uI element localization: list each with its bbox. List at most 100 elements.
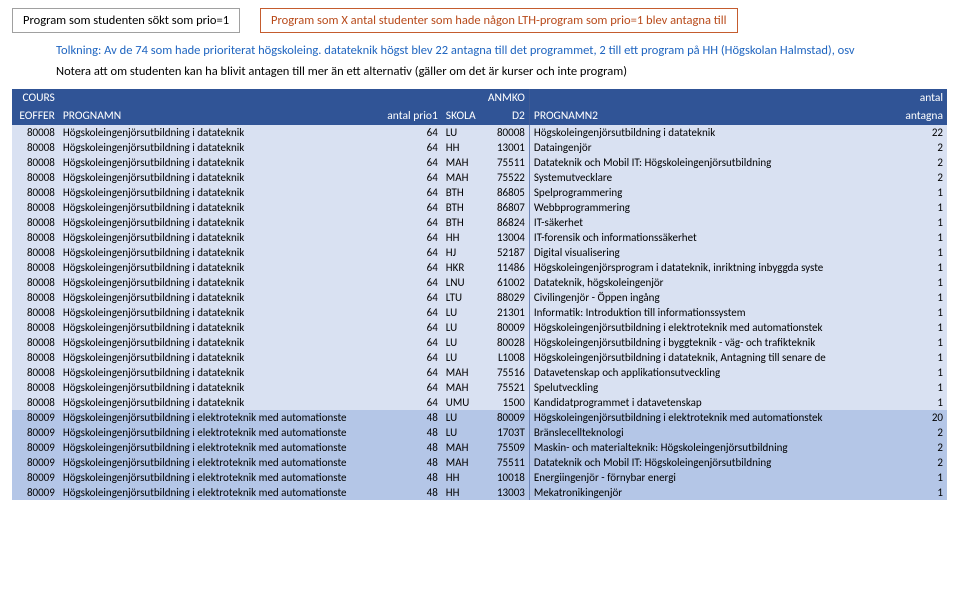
table-cell: 80009 (12, 470, 59, 485)
table-cell: Högskoleingenjörsutbildning i datateknik (59, 230, 375, 245)
table-cell: Högskoleingenjörsutbildning i elektrotek… (529, 320, 896, 335)
table-cell: 61002 (483, 275, 530, 290)
table-cell: 80009 (12, 485, 59, 500)
table-cell: Civilingenjör - Öppen ingång (529, 290, 896, 305)
table-cell: 80009 (483, 410, 530, 425)
table-cell: 13001 (483, 140, 530, 155)
table-cell: 80008 (12, 200, 59, 215)
table-cell: UMU (442, 395, 483, 410)
table-cell: 52187 (483, 245, 530, 260)
table-cell: 64 (375, 305, 442, 320)
table-row: 80008Högskoleingenjörsutbildning i datat… (12, 290, 947, 305)
table-cell: Högskoleingenjörsutbildning i datateknik (59, 215, 375, 230)
table-cell: Webbprogrammering (529, 200, 896, 215)
table-row: 80008Högskoleingenjörsutbildning i datat… (12, 155, 947, 170)
table-cell: Spelprogrammering (529, 185, 896, 200)
table-cell: 80008 (12, 245, 59, 260)
table-cell: Högskoleingenjörsutbildning i datateknik (59, 170, 375, 185)
table-cell: 80008 (12, 305, 59, 320)
table-cell: 80008 (12, 290, 59, 305)
table-cell: Högskoleingenjörsutbildning i datateknik (59, 200, 375, 215)
table-cell: MAH (442, 170, 483, 185)
table-row: 80009Högskoleingenjörsutbildning i elekt… (12, 470, 947, 485)
header-blank-2 (375, 89, 442, 107)
table-cell: Systemutvecklare (529, 170, 896, 185)
table-cell: 80008 (12, 365, 59, 380)
table-cell: 80008 (12, 185, 59, 200)
header-skola: SKOLA (442, 107, 483, 125)
table-cell: 22 (896, 125, 947, 140)
table-cell: 80009 (12, 440, 59, 455)
table-row: 80008Högskoleingenjörsutbildning i datat… (12, 200, 947, 215)
table-cell: 1 (896, 395, 947, 410)
table-cell: 86807 (483, 200, 530, 215)
table-cell: Högskoleingenjörsutbildning i elektrotek… (59, 425, 375, 440)
table-cell: Högskoleingenjörsutbildning i datateknik (59, 185, 375, 200)
table-cell: Högskoleingenjörsutbildning i datateknik (59, 320, 375, 335)
table-cell: 1 (896, 305, 947, 320)
table-cell: 48 (375, 410, 442, 425)
table-cell: 64 (375, 200, 442, 215)
table-cell: 64 (375, 185, 442, 200)
table-cell: 13004 (483, 230, 530, 245)
table-cell: Högskoleingenjörsutbildning i datateknik (59, 350, 375, 365)
legend-bar: Program som studenten sökt som prio=1 Pr… (12, 8, 947, 33)
table-cell: Energiingenjör - förnybar energi (529, 470, 896, 485)
table-cell: 80009 (12, 455, 59, 470)
table-cell: Dataingenjör (529, 140, 896, 155)
table-cell: 86805 (483, 185, 530, 200)
table-cell: 1 (896, 485, 947, 500)
table-cell: 48 (375, 485, 442, 500)
table-row: 80008Högskoleingenjörsutbildning i datat… (12, 320, 947, 335)
table-cell: 75521 (483, 380, 530, 395)
table-cell: 11486 (483, 260, 530, 275)
header-d2: D2 (483, 107, 530, 125)
table-cell: MAH (442, 365, 483, 380)
table-row: 80008Högskoleingenjörsutbildning i datat… (12, 380, 947, 395)
header-cours-a: COURS (12, 89, 59, 107)
table-row: 80008Högskoleingenjörsutbildning i datat… (12, 245, 947, 260)
table-cell: Högskoleingenjörsutbildning i datateknik (59, 395, 375, 410)
table-cell: 64 (375, 245, 442, 260)
table-cell: 75522 (483, 170, 530, 185)
table-cell: 64 (375, 380, 442, 395)
table-cell: 80009 (12, 425, 59, 440)
table-cell: LU (442, 350, 483, 365)
header-prognamn2: PROGNAMN2 (529, 107, 896, 125)
header-blank-3 (442, 89, 483, 107)
table-cell: Högskoleingenjörsutbildning i datateknik (59, 275, 375, 290)
table-cell: HH (442, 470, 483, 485)
table-cell: 2 (896, 425, 947, 440)
table-cell: LU (442, 425, 483, 440)
table-cell: 64 (375, 365, 442, 380)
table-row: 80008Högskoleingenjörsutbildning i datat… (12, 395, 947, 410)
table-cell: 75511 (483, 455, 530, 470)
table-cell: 64 (375, 170, 442, 185)
header-blank-1 (59, 89, 375, 107)
table-cell: LU (442, 305, 483, 320)
table-cell: 80009 (12, 410, 59, 425)
table-cell: 64 (375, 125, 442, 140)
table-cell: 80008 (12, 215, 59, 230)
table-cell: 64 (375, 275, 442, 290)
table-cell: 64 (375, 290, 442, 305)
table-cell: 1 (896, 470, 947, 485)
table-cell: 80008 (12, 320, 59, 335)
table-cell: Högskoleingenjörsutbildning i datateknik (59, 125, 375, 140)
table-cell: 80009 (483, 320, 530, 335)
table-row: 80009Högskoleingenjörsutbildning i elekt… (12, 425, 947, 440)
table-cell: 48 (375, 455, 442, 470)
table-cell: 1 (896, 245, 947, 260)
table-cell: HH (442, 485, 483, 500)
table-row: 80008Högskoleingenjörsutbildning i datat… (12, 350, 947, 365)
table-cell: Högskoleingenjörsutbildning i elektrotek… (59, 440, 375, 455)
table-cell: 80008 (12, 395, 59, 410)
table-cell: 1 (896, 185, 947, 200)
table-body: 80008Högskoleingenjörsutbildning i datat… (12, 125, 947, 500)
table-cell: 1500 (483, 395, 530, 410)
header-prognamn: PROGNAMN (59, 107, 375, 125)
table-cell: 64 (375, 230, 442, 245)
table-cell: Högskoleingenjörsutbildning i datateknik (59, 260, 375, 275)
table-cell: 64 (375, 155, 442, 170)
table-cell: Högskoleingenjörsutbildning i datateknik (59, 290, 375, 305)
